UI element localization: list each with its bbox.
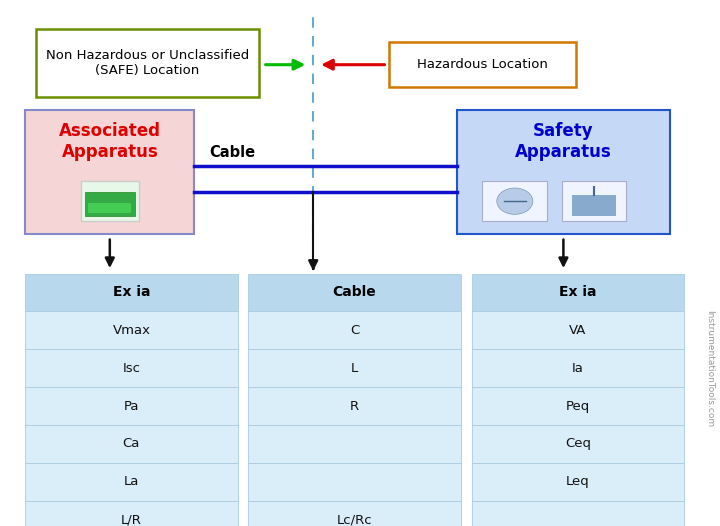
Text: Safety
Apparatus: Safety Apparatus bbox=[515, 122, 612, 161]
Text: Cable: Cable bbox=[333, 286, 377, 299]
FancyBboxPatch shape bbox=[85, 192, 135, 216]
FancyBboxPatch shape bbox=[25, 425, 238, 463]
Text: Ex ia: Ex ia bbox=[559, 286, 597, 299]
FancyBboxPatch shape bbox=[25, 463, 238, 501]
FancyBboxPatch shape bbox=[25, 349, 238, 387]
FancyBboxPatch shape bbox=[562, 181, 626, 221]
FancyBboxPatch shape bbox=[472, 349, 684, 387]
FancyBboxPatch shape bbox=[472, 387, 684, 425]
Circle shape bbox=[497, 188, 533, 215]
Text: Ceq: Ceq bbox=[564, 438, 591, 450]
Text: Vmax: Vmax bbox=[112, 324, 150, 337]
FancyBboxPatch shape bbox=[472, 311, 684, 349]
Text: Non Hazardous or Unclassified
(SAFE) Location: Non Hazardous or Unclassified (SAFE) Loc… bbox=[46, 49, 249, 77]
Text: Ia: Ia bbox=[572, 362, 584, 375]
FancyBboxPatch shape bbox=[248, 311, 461, 349]
Text: Associated
Apparatus: Associated Apparatus bbox=[59, 122, 161, 161]
FancyBboxPatch shape bbox=[389, 42, 576, 87]
FancyBboxPatch shape bbox=[472, 501, 684, 526]
Text: L/R: L/R bbox=[121, 513, 142, 526]
Text: L: L bbox=[351, 362, 359, 375]
FancyBboxPatch shape bbox=[88, 203, 132, 213]
Text: Pa: Pa bbox=[124, 400, 139, 412]
Text: Lc/Rc: Lc/Rc bbox=[337, 513, 372, 526]
FancyBboxPatch shape bbox=[36, 29, 259, 97]
Text: Cable: Cable bbox=[209, 145, 255, 160]
Text: Hazardous Location: Hazardous Location bbox=[417, 58, 548, 71]
FancyBboxPatch shape bbox=[248, 274, 461, 311]
Text: Ca: Ca bbox=[122, 438, 140, 450]
FancyBboxPatch shape bbox=[81, 181, 138, 221]
FancyBboxPatch shape bbox=[25, 501, 238, 526]
FancyBboxPatch shape bbox=[482, 181, 547, 221]
Text: Peq: Peq bbox=[566, 400, 590, 412]
FancyBboxPatch shape bbox=[25, 387, 238, 425]
Text: Ex ia: Ex ia bbox=[112, 286, 150, 299]
FancyBboxPatch shape bbox=[25, 311, 238, 349]
FancyBboxPatch shape bbox=[472, 463, 684, 501]
Text: VA: VA bbox=[569, 324, 587, 337]
FancyBboxPatch shape bbox=[457, 110, 670, 234]
Text: La: La bbox=[124, 476, 139, 488]
FancyBboxPatch shape bbox=[25, 274, 238, 311]
Text: Isc: Isc bbox=[122, 362, 140, 375]
FancyBboxPatch shape bbox=[248, 349, 461, 387]
FancyBboxPatch shape bbox=[248, 501, 461, 526]
Text: R: R bbox=[350, 400, 359, 412]
Text: C: C bbox=[350, 324, 359, 337]
FancyBboxPatch shape bbox=[472, 425, 684, 463]
FancyBboxPatch shape bbox=[248, 387, 461, 425]
FancyBboxPatch shape bbox=[248, 463, 461, 501]
FancyBboxPatch shape bbox=[472, 274, 684, 311]
Text: InstrumentationTools.com: InstrumentationTools.com bbox=[705, 310, 714, 427]
FancyBboxPatch shape bbox=[572, 195, 616, 216]
Text: Leq: Leq bbox=[566, 476, 590, 488]
FancyBboxPatch shape bbox=[25, 110, 194, 234]
FancyBboxPatch shape bbox=[248, 425, 461, 463]
